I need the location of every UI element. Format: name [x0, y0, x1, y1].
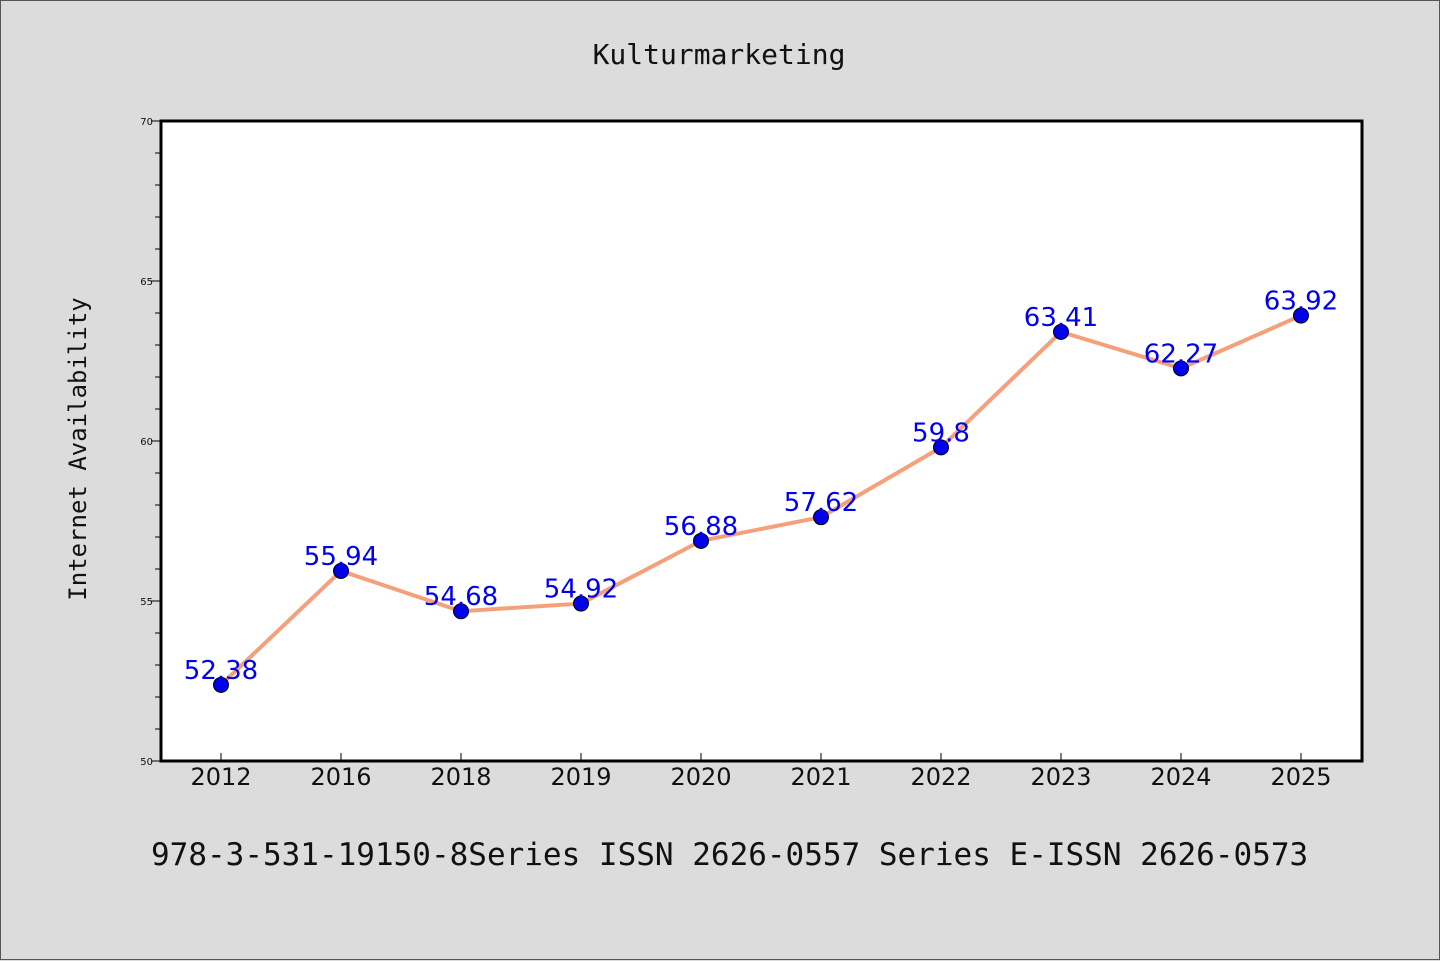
y-tick-label: 70	[140, 117, 153, 128]
y-tick-label: 50	[140, 757, 153, 768]
plot-area	[159, 119, 1364, 763]
data-label: 62.27	[1144, 339, 1218, 369]
data-points	[213, 307, 1309, 693]
data-label: 59.8	[912, 418, 970, 448]
data-label: 56.88	[664, 512, 738, 542]
data-point	[1173, 360, 1189, 377]
data-label: 63.92	[1264, 287, 1338, 317]
x-tick-label: 2024	[1150, 763, 1211, 791]
x-tick-label: 2022	[910, 763, 971, 791]
data-label: 52.38	[184, 656, 258, 686]
data-point	[1293, 307, 1309, 324]
y-axis: 50 55 60 65 70	[140, 117, 161, 768]
data-point	[693, 532, 709, 549]
data-point	[813, 509, 829, 526]
x-tick-label: 2016	[310, 763, 371, 791]
data-point	[333, 562, 349, 579]
chart-title: Kulturmarketing	[593, 38, 846, 71]
y-axis-label: Internet Availability	[64, 297, 92, 600]
series-line-group	[219, 313, 1303, 687]
y-tick-label: 65	[140, 277, 153, 288]
data-label: 55.94	[304, 542, 378, 572]
data-point	[1053, 323, 1069, 340]
data-labels: 52.38 55.94 54.68 54.92 56.88 57.62 59.8 63.41 6…	[184, 287, 1338, 686]
x-axis: 2012 2016 2018 2019 2020 2021 2022 2023 2024 2025	[190, 753, 1332, 791]
y-tick-label: 55	[140, 597, 153, 608]
x-tick-label: 2019	[550, 763, 611, 791]
series-line	[219, 313, 1303, 687]
data-label: 57.62	[784, 488, 858, 518]
x-tick-label: 2012	[190, 763, 251, 791]
x-tick-label: 2020	[670, 763, 731, 791]
data-point	[213, 676, 229, 693]
footer-isbn-text: 978-3-531-19150-8Series ISSN 2626-0557 S…	[151, 837, 1308, 873]
data-label: 54.92	[544, 575, 618, 605]
x-tick-label: 2018	[430, 763, 491, 791]
x-tick-label: 2023	[1030, 763, 1091, 791]
data-point	[933, 439, 949, 456]
data-point	[453, 603, 469, 620]
data-label: 63.41	[1024, 303, 1098, 333]
x-tick-label: 2025	[1270, 763, 1331, 791]
data-point	[573, 595, 589, 612]
data-label: 54.68	[424, 582, 498, 612]
y-tick-label: 60	[140, 437, 153, 448]
x-tick-label: 2021	[790, 763, 851, 791]
